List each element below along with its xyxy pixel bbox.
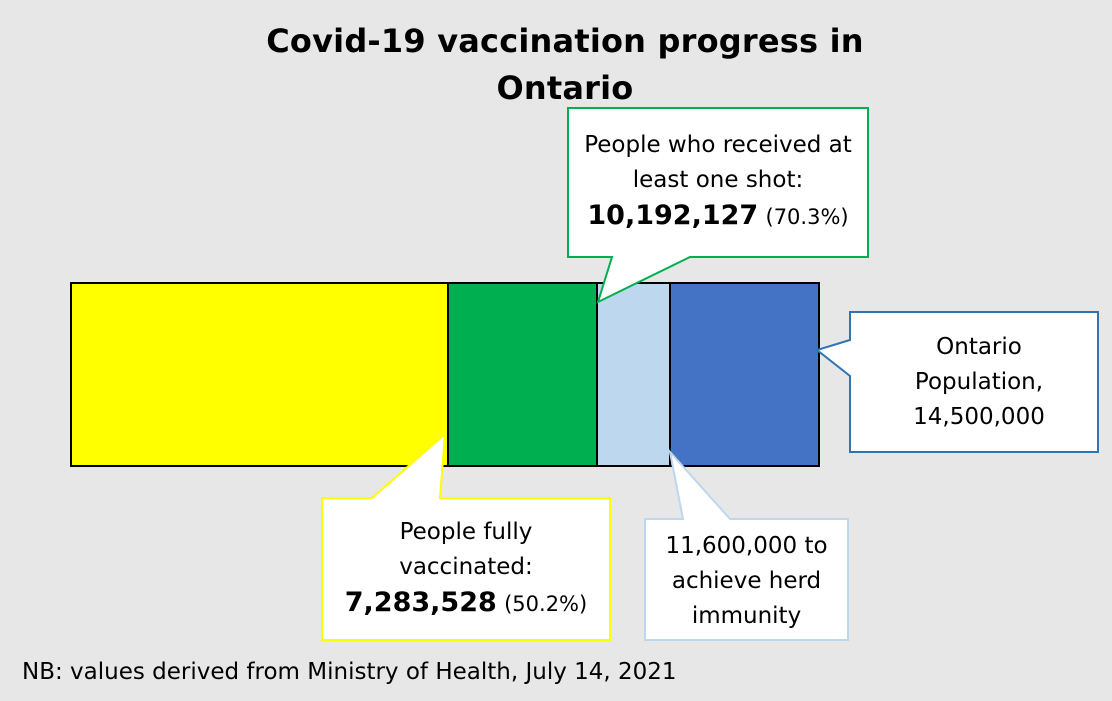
callout-fully-text: People fully vaccinated: 7,283,528 (50.2… [322,515,610,622]
callout-herd-line-3: immunity [691,603,802,629]
callout-herd-text: 11,600,000 to achieve herd immunity [645,529,848,634]
chart-title: Covid-19 vaccination progress in Ontario [150,18,980,112]
callout-one-shot-box [567,107,869,304]
fully-vaccinated-count: 7,283,528 [344,587,497,618]
callout-one-shot-line-1: People who received at [584,132,852,158]
callout-one-shot-value-line: 10,192,127 (70.3%) [568,198,868,235]
callout-population-text: Ontario Population, 14,500,000 [850,330,1108,435]
bar-segment-herd-immunity-target [596,284,669,465]
callout-herd-line-2: achieve herd [671,568,822,594]
chart-title-line-2: Ontario [496,69,634,107]
callout-population-line-2: Population, [914,369,1044,395]
stacked-progress-bar [70,282,820,467]
callout-one-shot-text: People who received at least one shot: 1… [568,128,868,235]
callout-fully-value-line: 7,283,528 (50.2%) [322,585,610,622]
callout-fully-line-1: People fully [399,519,533,545]
bar-segment-fully-vaccinated [72,284,447,465]
bar-segment-population [668,284,818,465]
bar-segment-at-least-one-shot [446,284,597,465]
fully-vaccinated-percent: (50.2%) [504,592,588,616]
source-note: NB: values derived from Ministry of Heal… [22,659,677,685]
callout-population-line-1: Ontario [936,334,1022,360]
callout-fully-line-2: vaccinated: [399,554,533,580]
callout-one-shot-line-2: least one shot: [632,167,804,193]
callout-population-box [814,311,1099,453]
callout-herd-box [644,448,849,641]
callout-population-line-3: 14,500,000 [913,404,1045,430]
chart-title-line-1: Covid-19 vaccination progress in [266,22,864,60]
callout-herd-line-1: 11,600,000 to [665,533,828,559]
one-shot-count: 10,192,127 [587,200,759,231]
callout-fully-box [321,431,611,641]
one-shot-percent: (70.3%) [765,205,849,229]
